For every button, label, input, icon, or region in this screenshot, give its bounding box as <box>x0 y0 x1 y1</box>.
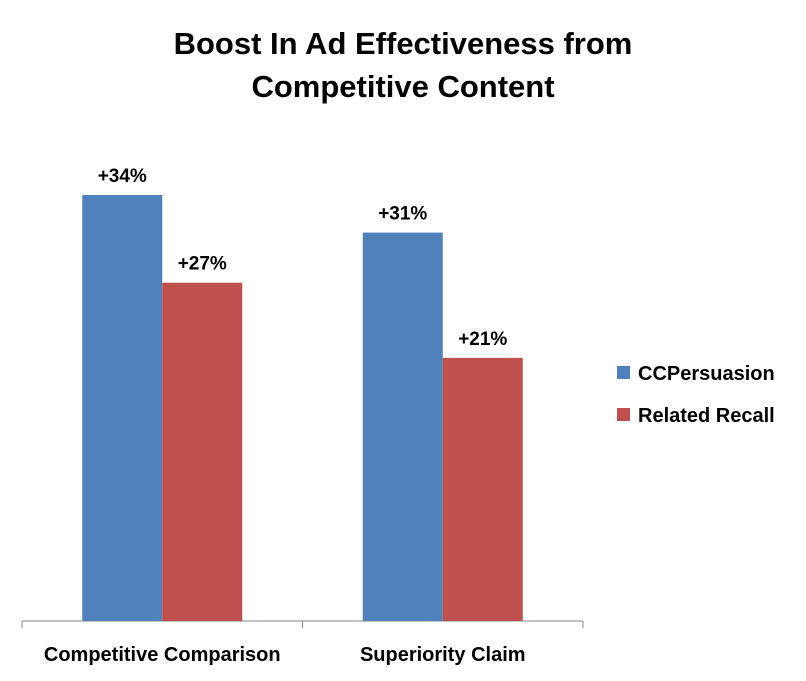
data-label: +34% <box>98 166 147 187</box>
legend-swatch <box>617 366 630 379</box>
category-label: Superiority Claim <box>360 644 526 666</box>
chart-title-line-1: Boost In Ad Effectiveness from <box>173 26 633 61</box>
data-label: +27% <box>178 254 227 275</box>
data-label: +21% <box>458 329 507 350</box>
bar-ccpersuasion <box>362 232 443 621</box>
legend-swatch <box>617 408 630 421</box>
legend-label: Related Recall <box>638 405 775 427</box>
bar-ccpersuasion <box>82 194 163 622</box>
bar-related-recall <box>162 282 243 621</box>
data-label: +31% <box>378 204 427 225</box>
legend-label: CCPersuasion <box>638 363 775 385</box>
bar-related-recall <box>442 357 523 621</box>
chart-title-line-2: Competitive Content <box>251 69 555 104</box>
category-label: Competitive Comparison <box>44 644 281 666</box>
chart-title: Boost In Ad Effectiveness from Competiti… <box>0 22 806 108</box>
